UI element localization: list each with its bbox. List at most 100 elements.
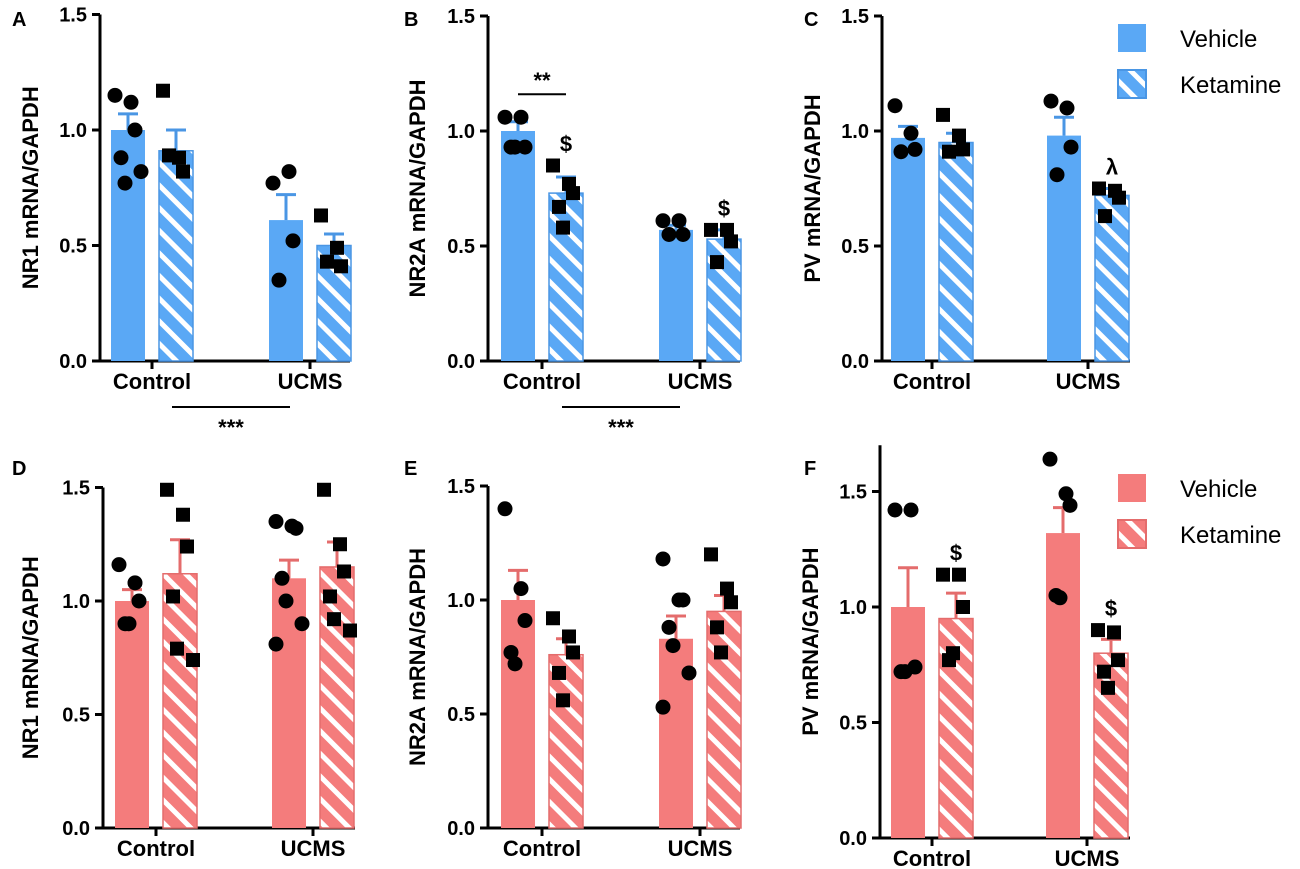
ketamine-data-point — [176, 164, 190, 179]
y-tick-label: 1.5 — [62, 478, 90, 500]
x-tick-label: Control — [113, 369, 191, 394]
vehicle-data-point — [1052, 590, 1068, 606]
ketamine-data-point — [556, 220, 570, 235]
y-tick-label: 1.5 — [59, 5, 87, 27]
vehicle-bar — [272, 578, 306, 828]
vehicle-data-point — [107, 87, 123, 103]
ketamine-data-point — [180, 539, 194, 554]
ketamine-data-point — [556, 693, 570, 708]
vehicle-data-point — [887, 502, 903, 518]
vehicle-data-point — [507, 656, 523, 672]
x-tick-label: UCMS — [668, 369, 733, 394]
y-tick-label: 0.0 — [447, 818, 475, 840]
legend-blue-ketamine-swatch — [1117, 69, 1147, 99]
vehicle-bar — [501, 131, 535, 361]
significance-bracket-label: ** — [533, 68, 551, 93]
significance-annotation: $ — [1105, 596, 1117, 621]
y-tick-label: 1.0 — [59, 120, 87, 142]
ketamine-data-point — [1091, 623, 1105, 638]
ketamine-data-point — [166, 589, 180, 604]
ketamine-data-point — [333, 537, 347, 552]
ketamine-data-point — [1097, 664, 1111, 679]
legend-red: Vehicle Ketamine — [1117, 474, 1281, 549]
panel-e: E NR2A mRNA/GAPDH 0.0 0.5 1.0 1.5 Control UCMS — [404, 458, 742, 861]
significance-annotation: λ — [1106, 155, 1118, 180]
y-tick-label: 1.0 — [447, 121, 475, 143]
vehicle-bar — [659, 229, 693, 361]
vehicle-data-point — [497, 109, 513, 125]
vehicle-data-point — [133, 164, 149, 180]
legend-red-vehicle-swatch — [1118, 474, 1146, 502]
legend-blue-vehicle-label: Vehicle — [1180, 26, 1257, 53]
ketamine-data-point — [170, 641, 184, 656]
x-tick-label: UCMS — [1055, 846, 1120, 869]
ketamine-data-point — [710, 620, 724, 635]
vehicle-data-point — [665, 638, 681, 654]
vehicle-data-point — [288, 520, 304, 536]
ketamine-data-point — [566, 186, 580, 201]
legend-red-ketamine-swatch — [1117, 519, 1147, 549]
ketamine-data-point — [546, 611, 560, 626]
y-axis-title: NR1 mRNA/GAPDH — [18, 86, 43, 289]
y-tick-label: 1.5 — [841, 6, 869, 28]
y-tick-label: 0.5 — [59, 236, 87, 258]
ketamine-data-point — [1112, 190, 1126, 205]
significance-annotation: $ — [950, 541, 962, 566]
ketamine-data-point — [704, 547, 718, 562]
legend-blue: Vehicle Ketamine — [1117, 24, 1281, 99]
vehicle-data-point — [127, 575, 143, 591]
y-tick-label: 1.0 — [839, 597, 867, 619]
ketamine-data-point — [1092, 181, 1106, 196]
y-tick-label: 1.5 — [839, 482, 867, 504]
panel-f: F PV mRNA/GAPDH 0.0 0.5 1.0 1.5 Control UCMS $ $ — [798, 445, 1130, 869]
ketamine-data-point — [186, 653, 200, 668]
legend-blue-vehicle-swatch — [1118, 24, 1146, 52]
vehicle-data-point — [675, 592, 691, 608]
ketamine-bar — [158, 150, 194, 362]
vehicle-data-point — [121, 616, 137, 632]
vehicle-data-point — [681, 665, 697, 681]
vehicle-bar — [891, 137, 925, 361]
vehicle-data-point — [131, 593, 147, 609]
x-tick-label: Control — [893, 846, 971, 869]
panel-b: B NR2A mRNA/GAPDH 0.0 0.5 1.0 1.5 Control UCMS $… — [404, 6, 742, 440]
ketamine-data-point — [337, 564, 351, 579]
legend-red-vehicle-label: Vehicle — [1180, 476, 1257, 503]
ketamine-data-point — [330, 240, 344, 255]
ketamine-bar — [548, 192, 584, 362]
y-tick-label: 1.5 — [447, 6, 475, 28]
ketamine-data-point — [942, 144, 956, 159]
significance-annotation: $ — [718, 196, 730, 221]
panels: A NR1 mRNA/GAPDH 0.0 0.5 1.0 1.5 Control UCMS **… — [12, 5, 1130, 869]
y-tick-label: 0.0 — [62, 818, 90, 840]
x-tick-label: Control — [117, 836, 195, 861]
x-tick-label: UCMS — [278, 369, 343, 394]
y-tick-label: 0.0 — [839, 828, 867, 850]
vehicle-data-point — [268, 636, 284, 652]
vehicle-data-point — [897, 664, 913, 680]
x-tick-label: UCMS — [668, 836, 733, 861]
ketamine-data-point — [317, 482, 331, 497]
ketamine-data-point — [936, 107, 950, 122]
ketamine-data-point — [343, 623, 357, 638]
x-tick-label: UCMS — [281, 836, 346, 861]
vehicle-data-point — [655, 699, 671, 715]
panel-letter: C — [804, 9, 818, 31]
panel-letter: E — [404, 458, 417, 480]
x-tick-label: Control — [893, 369, 971, 394]
y-axis-title: NR2A mRNA/GAPDH — [405, 80, 430, 298]
vehicle-data-point — [513, 109, 529, 125]
y-tick-label: 0.0 — [59, 351, 87, 373]
vehicle-data-point — [903, 125, 919, 141]
significance-bracket-label: *** — [218, 415, 244, 440]
panel-c: C PV mRNA/GAPDH 0.0 0.5 1.0 1.5 Control UCMS λ — [800, 6, 1130, 394]
ketamine-bar — [548, 653, 584, 829]
panel-a: A NR1 mRNA/GAPDH 0.0 0.5 1.0 1.5 Control UCMS **… — [12, 5, 352, 440]
y-tick-label: 1.0 — [447, 590, 475, 612]
vehicle-data-point — [274, 570, 290, 586]
vehicle-data-point — [655, 551, 671, 567]
vehicle-data-point — [1043, 93, 1059, 109]
ketamine-data-point — [952, 567, 966, 582]
ketamine-data-point — [546, 158, 560, 173]
